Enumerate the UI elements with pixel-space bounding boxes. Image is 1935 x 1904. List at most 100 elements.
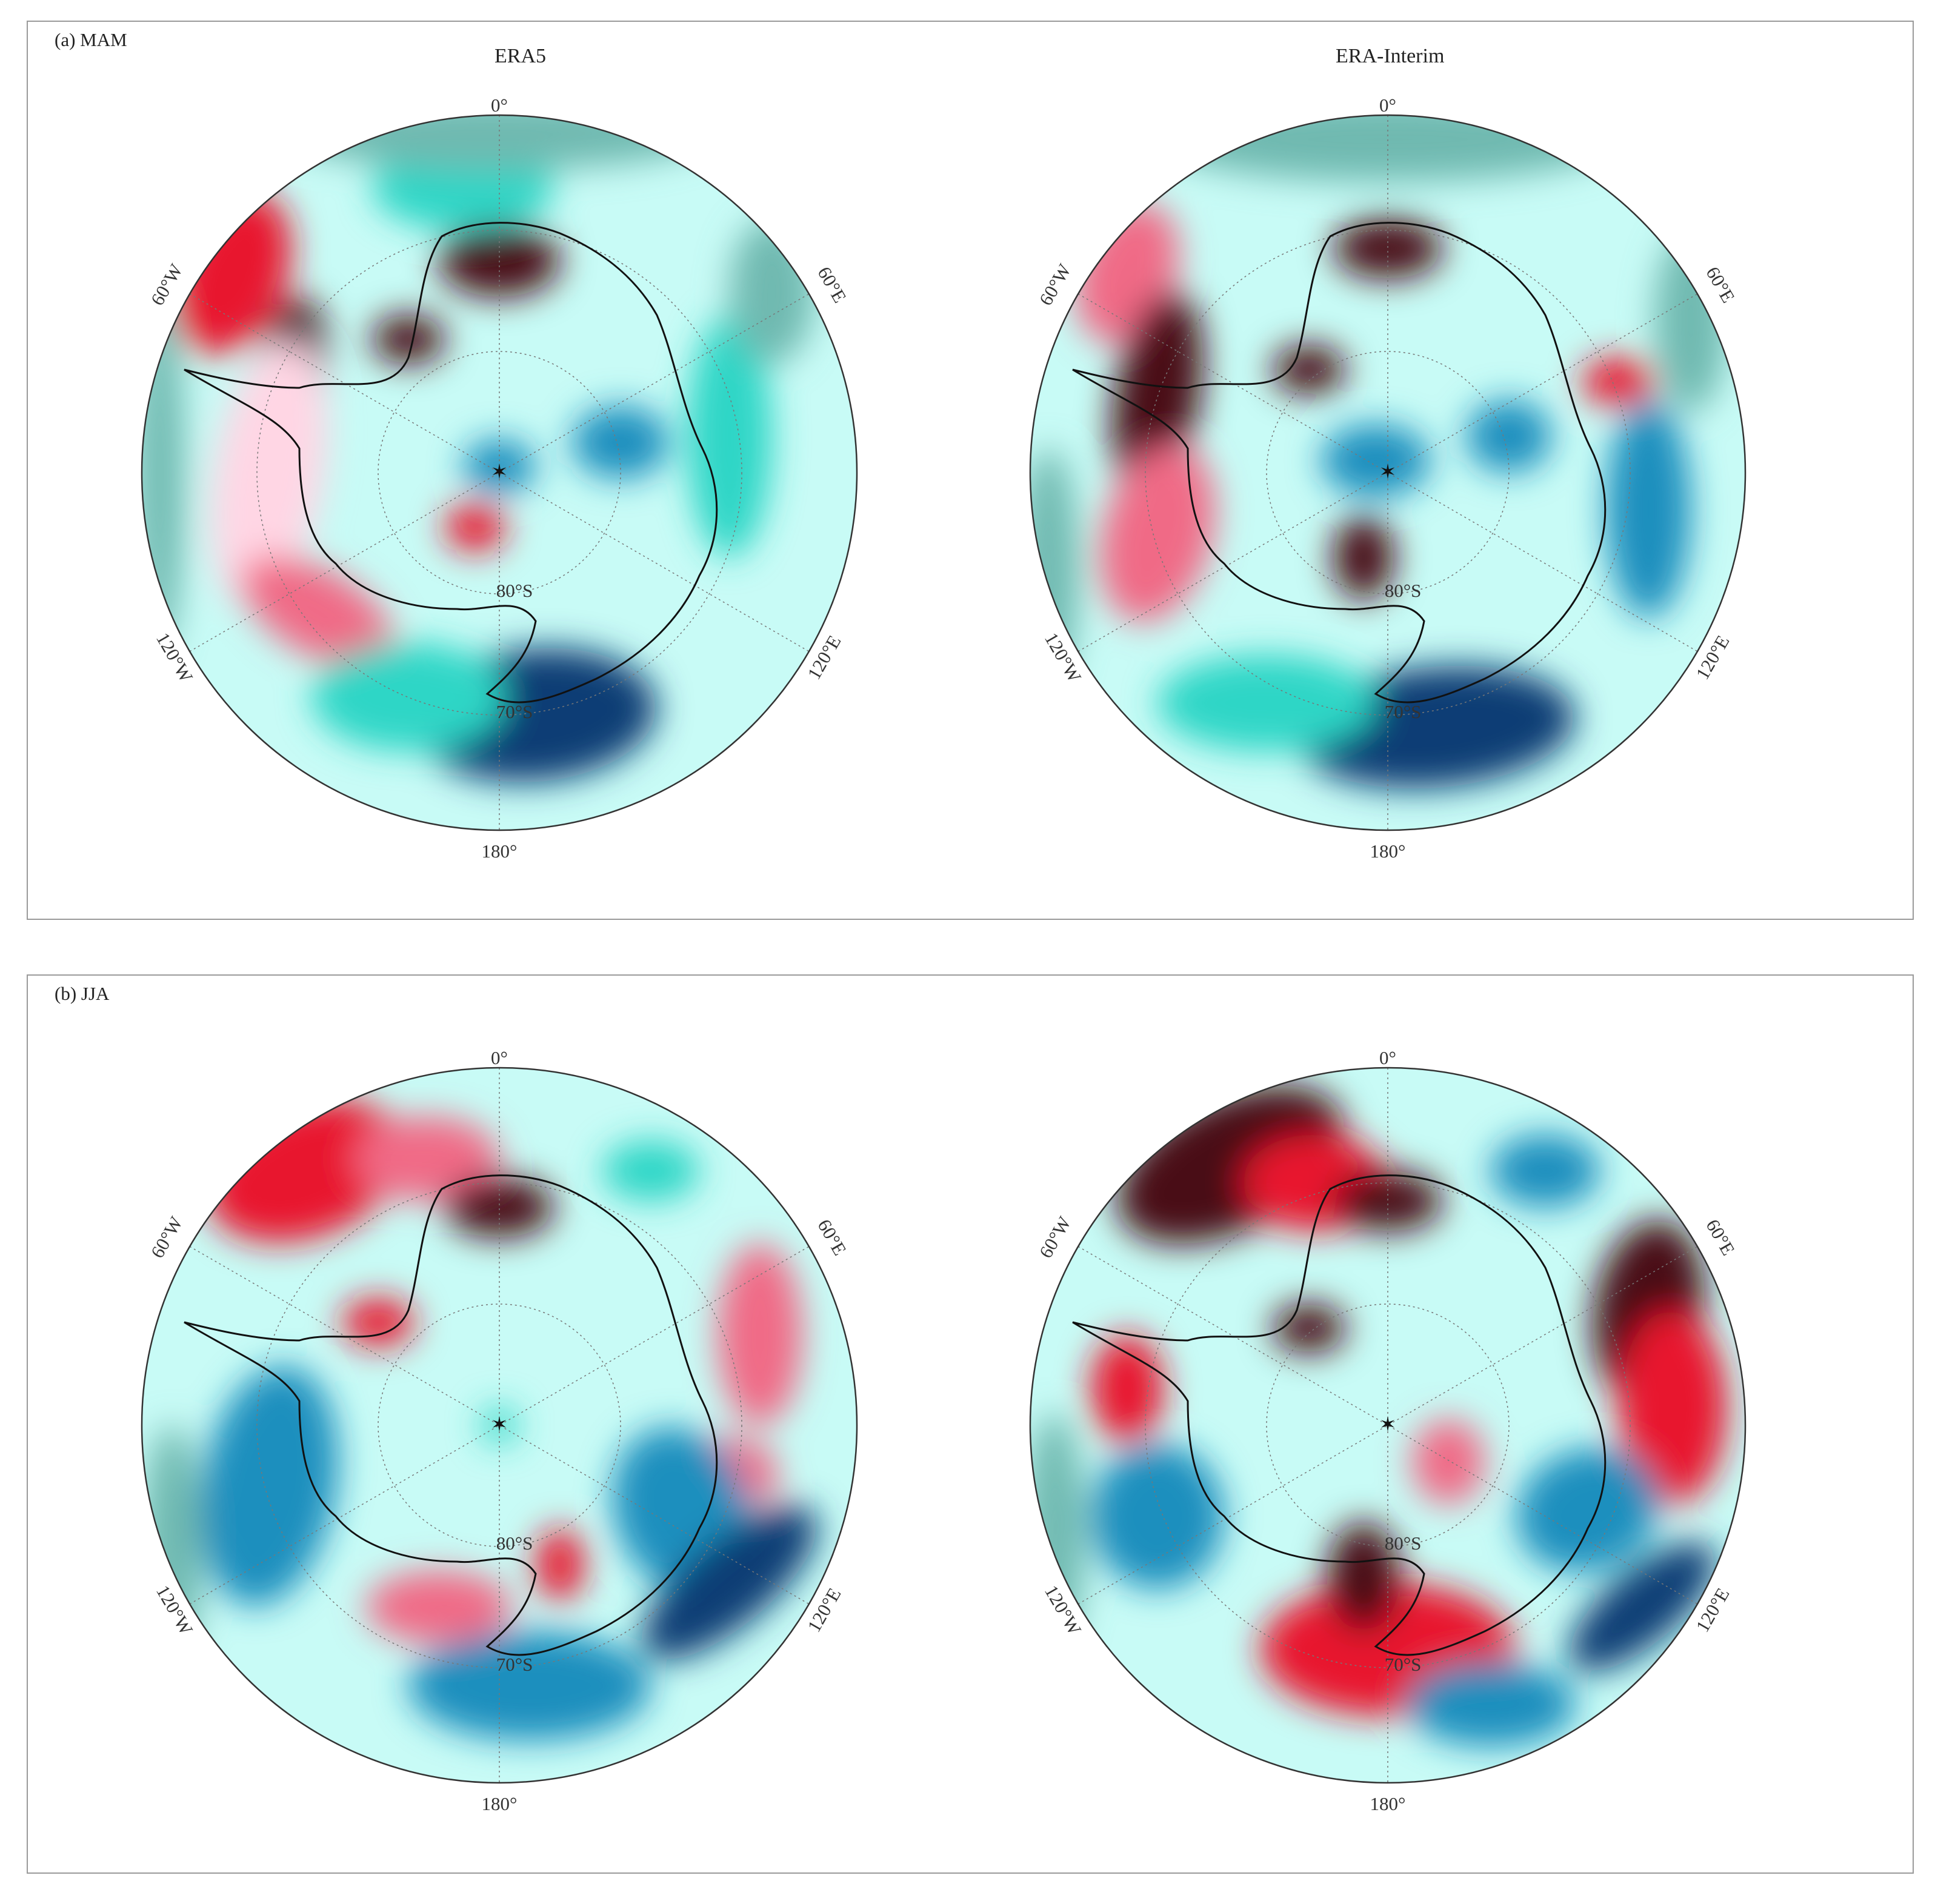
latitude-circle bbox=[256, 230, 742, 716]
label-lon-60w: 60°W bbox=[1035, 1213, 1076, 1262]
anomaly-patch bbox=[1321, 424, 1430, 497]
anomaly-patch bbox=[1406, 1662, 1576, 1746]
anomaly-patch bbox=[241, 556, 395, 668]
anomaly-patch bbox=[142, 291, 184, 654]
label-lon-180: 180° bbox=[482, 1793, 518, 1814]
anomaly-patch bbox=[142, 1425, 202, 1668]
anomaly-patch bbox=[1333, 218, 1442, 279]
anomaly-patch bbox=[408, 1631, 651, 1740]
anomaly-patch bbox=[1112, 292, 1203, 496]
anomaly-patch bbox=[481, 1407, 518, 1443]
anomaly-patch bbox=[1091, 1334, 1164, 1443]
anomaly-patch bbox=[641, 1505, 818, 1660]
label-lat-70s: 70°S bbox=[496, 1654, 533, 1675]
anomaly-patch bbox=[200, 1366, 338, 1606]
label-lon-0: 0° bbox=[491, 95, 508, 116]
label-lat-70s: 70°S bbox=[496, 701, 533, 722]
map-boundary bbox=[1029, 1067, 1747, 1784]
label-lat-70s: 70°S bbox=[1385, 1654, 1422, 1675]
antarctica-coastline bbox=[1072, 1174, 1607, 1656]
anomaly-patch bbox=[730, 218, 814, 364]
label-lon-180: 180° bbox=[482, 840, 518, 862]
anomaly-patch bbox=[1467, 400, 1551, 473]
anomaly-patch bbox=[1091, 1443, 1224, 1589]
column-title-era5: ERA5 bbox=[495, 45, 546, 67]
label-lon-60e: 60°E bbox=[1702, 263, 1739, 306]
anomaly-patch bbox=[687, 315, 772, 558]
anomaly-patch bbox=[1333, 1171, 1442, 1231]
anomaly-patch bbox=[445, 503, 505, 551]
latitude-circle bbox=[1145, 1182, 1631, 1668]
latitude-circle bbox=[378, 351, 621, 594]
antarctica-coastline bbox=[184, 1174, 718, 1656]
anomaly-patch bbox=[463, 439, 536, 494]
label-lat-80s: 80°S bbox=[496, 1533, 533, 1554]
panel-label: (a) MAM bbox=[55, 29, 127, 50]
anomaly-patch bbox=[1516, 1448, 1659, 1573]
anomaly-patch bbox=[1273, 345, 1345, 394]
anomaly-field bbox=[1030, 115, 1745, 830]
label-lon-60w: 60°W bbox=[147, 260, 187, 309]
anomaly-patch bbox=[1157, 654, 1376, 751]
latitude-circle bbox=[1266, 1303, 1510, 1547]
map-boundary bbox=[141, 114, 858, 831]
label-lon-60e: 60°E bbox=[813, 263, 850, 306]
anomaly-patch bbox=[1606, 400, 1691, 618]
anomaly-patch bbox=[1273, 1304, 1345, 1353]
anomaly-patch bbox=[1568, 1542, 1716, 1672]
graticule bbox=[1077, 115, 1698, 830]
label-lat-80s: 80°S bbox=[496, 580, 533, 601]
map-boundary bbox=[1029, 114, 1747, 831]
label-lon-180: 180° bbox=[1370, 840, 1406, 862]
column-title-era-interim: ERA-Interim bbox=[1336, 45, 1445, 67]
anomaly-patch bbox=[342, 1298, 415, 1346]
antarctica-coastline bbox=[1072, 222, 1607, 704]
anomaly-patch bbox=[1099, 444, 1216, 622]
south-pole-marker: ✶ bbox=[1379, 1414, 1397, 1436]
anomaly-patch bbox=[1327, 1522, 1400, 1631]
anomaly-patch bbox=[311, 642, 505, 751]
south-pole-marker: ✶ bbox=[491, 461, 508, 484]
anomaly-patch bbox=[718, 1243, 802, 1425]
anomaly-patch bbox=[602, 1140, 699, 1201]
antarctica-coastline bbox=[184, 222, 718, 704]
anomaly-field bbox=[1030, 1068, 1745, 1783]
anomaly-patch bbox=[445, 1177, 554, 1237]
graticule bbox=[189, 1068, 810, 1783]
anomaly-patch bbox=[366, 1571, 511, 1643]
anomaly-patch bbox=[1412, 1419, 1485, 1504]
anomaly-patch bbox=[1582, 358, 1654, 406]
label-lon-60e: 60°E bbox=[813, 1216, 850, 1259]
anomaly-patch bbox=[536, 1528, 584, 1601]
latitude-circle bbox=[1145, 230, 1631, 716]
anomaly-patch bbox=[372, 315, 445, 364]
south-pole-marker: ✶ bbox=[491, 1414, 508, 1436]
map-boundary bbox=[141, 1067, 858, 1784]
graticule bbox=[189, 115, 810, 830]
anomaly-patch bbox=[1333, 515, 1394, 600]
label-lat-70s: 70°S bbox=[1385, 701, 1422, 722]
label-lon-60e: 60°E bbox=[1702, 1216, 1739, 1259]
label-lon-60w: 60°W bbox=[147, 1213, 187, 1262]
label-lat-80s: 80°S bbox=[1385, 580, 1422, 601]
label-lon-60w: 60°W bbox=[1035, 260, 1076, 309]
latitude-circle bbox=[378, 1303, 621, 1547]
anomaly-field bbox=[142, 115, 857, 830]
latitude-circle bbox=[1266, 351, 1510, 594]
label-lon-0: 0° bbox=[1379, 1047, 1396, 1068]
anomaly-patch bbox=[572, 406, 669, 479]
anomaly-field bbox=[142, 1068, 857, 1783]
anomaly-patch bbox=[210, 341, 328, 605]
graticule bbox=[1077, 1068, 1698, 1783]
anomaly-patch bbox=[287, 115, 711, 170]
label-lat-80s: 80°S bbox=[1385, 1533, 1422, 1554]
anomaly-patch bbox=[1491, 1134, 1600, 1207]
label-lon-0: 0° bbox=[1379, 95, 1396, 116]
latitude-circle bbox=[256, 1182, 742, 1668]
panel-label: (b) JJA bbox=[55, 983, 110, 1004]
label-lon-0: 0° bbox=[491, 1047, 508, 1068]
